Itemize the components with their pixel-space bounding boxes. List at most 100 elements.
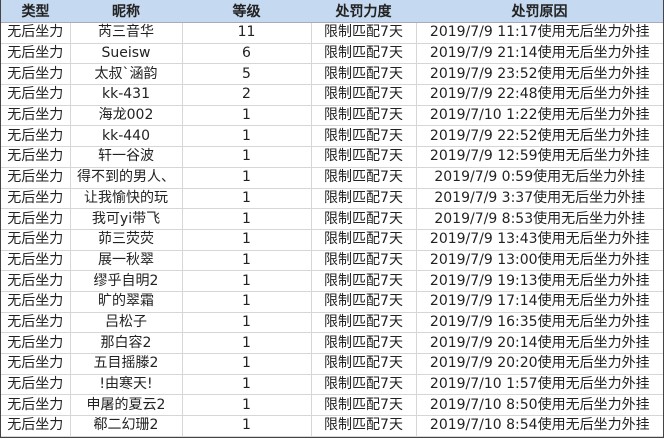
cell-reason: 2019/7/9 17:14使用无后坐力外挂: [415, 291, 663, 313]
cell-penalty: 限制匹配7天: [310, 270, 416, 292]
table-row: 无后坐力 Sueisw 6 限制匹配7天 2019/7/9 21:14使用无后坐力外挂: [1, 43, 663, 65]
cell-reason: 2019/7/9 23:52使用无后坐力外挂: [415, 63, 663, 86]
cell-nickname: 让我愉快的玩: [69, 188, 182, 210]
cell-nickname: kk-431: [69, 84, 182, 106]
cell-reason: 2019/7/9 22:52使用无后坐力外挂: [415, 125, 663, 148]
cell-nickname: 旷的翠霜: [69, 291, 182, 313]
cell-level: 1: [181, 332, 311, 354]
table-row: 无后坐力 展一秋翠 1 限制匹配7天 2019/7/9 13:00使用无后坐力外挂: [1, 250, 663, 272]
table-row: 无后坐力 太叔`涵韵 5 限制匹配7天 2019/7/9 23:52使用无后坐力外挂: [1, 63, 663, 86]
cell-penalty: 限制匹配7天: [310, 167, 416, 189]
cell-level: 6: [181, 43, 311, 65]
header-nickname: 昵称: [70, 0, 182, 23]
cell-type: 无后坐力: [1, 208, 70, 230]
cell-penalty: 限制匹配7天: [310, 312, 416, 334]
cell-level: 1: [181, 125, 311, 148]
cell-reason: 2019/7/9 13:43使用无后坐力外挂: [415, 229, 663, 251]
cell-level: 1: [181, 208, 311, 230]
cell-penalty: 限制匹配7天: [310, 250, 416, 272]
table-row: 无后坐力 让我愉快的玩 1 限制匹配7天 2019/7/9 3:37使用无后坐力外挂: [1, 188, 663, 210]
cell-reason: 2019/7/9 22:48使用无后坐力外挂: [415, 84, 663, 106]
cell-reason: 2019/7/9 20:14使用无后坐力外挂: [415, 332, 663, 354]
cell-penalty: 限制匹配7天: [310, 374, 416, 396]
cell-type: 无后坐力: [1, 125, 70, 148]
cell-nickname: 海龙002: [69, 105, 182, 127]
cell-penalty: 限制匹配7天: [310, 291, 416, 313]
cell-penalty: 限制匹配7天: [310, 84, 416, 106]
cell-type: 无后坐力: [1, 188, 70, 210]
cell-penalty: 限制匹配7天: [310, 63, 416, 86]
cell-penalty: 限制匹配7天: [310, 146, 416, 168]
cell-type: 无后坐力: [1, 415, 70, 437]
cell-level: 1: [181, 167, 311, 189]
cell-reason: 2019/7/9 20:20使用无后坐力外挂: [415, 353, 663, 375]
table-row: 无后坐力 旷的翠霜 1 限制匹配7天 2019/7/9 17:14使用无后坐力外挂: [1, 291, 663, 313]
table-row: 无后坐力 海龙002 1 限制匹配7天 2019/7/10 1:22使用无后坐力外挂: [1, 105, 663, 127]
cell-type: 无后坐力: [1, 84, 70, 106]
cell-reason: 2019/7/9 0:59使用无后坐力外挂: [415, 167, 663, 189]
cell-nickname: 茆三荧荧: [69, 229, 182, 251]
cell-type: 无后坐力: [1, 63, 70, 86]
cell-type: 无后坐力: [1, 394, 70, 417]
cell-penalty: 限制匹配7天: [310, 394, 416, 417]
cell-level: 1: [181, 105, 311, 127]
cell-nickname: 芮三音华: [69, 22, 182, 44]
table-row: 无后坐力 得不到的男人、 1 限制匹配7天 2019/7/9 0:59使用无后坐力外挂: [1, 167, 663, 189]
cell-reason: 2019/7/10 8:50使用无后坐力外挂: [415, 394, 663, 417]
cell-nickname: 那白容2: [69, 332, 182, 354]
cell-type: 无后坐力: [1, 374, 70, 396]
cell-type: 无后坐力: [1, 250, 70, 272]
header-penalty: 处罚力度: [311, 0, 416, 23]
cell-type: 无后坐力: [1, 43, 70, 65]
cell-nickname: 吕松子: [69, 312, 182, 334]
cell-level: 1: [181, 415, 311, 437]
cell-level: 11: [181, 22, 311, 44]
table-row: 无后坐力 !由寒天! 1 限制匹配7天 2019/7/10 1:57使用无后坐力外挂: [1, 374, 663, 396]
cell-type: 无后坐力: [1, 105, 70, 127]
cell-reason: 2019/7/10 1:57使用无后坐力外挂: [415, 374, 663, 396]
header-level: 等级: [182, 0, 311, 23]
cell-type: 无后坐力: [1, 167, 70, 189]
cell-penalty: 限制匹配7天: [310, 229, 416, 251]
table-row: 无后坐力 郗二幻珊2 1 限制匹配7天 2019/7/10 8:54使用无后坐力外挂: [1, 415, 663, 437]
cell-nickname: 五目摇滕2: [69, 353, 182, 375]
cell-type: 无后坐力: [1, 229, 70, 251]
cell-penalty: 限制匹配7天: [310, 415, 416, 437]
cell-level: 1: [181, 291, 311, 313]
cell-nickname: !由寒天!: [69, 374, 182, 396]
cell-reason: 2019/7/9 12:59使用无后坐力外挂: [415, 146, 663, 168]
cell-penalty: 限制匹配7天: [310, 208, 416, 230]
cell-reason: 2019/7/10 1:22使用无后坐力外挂: [415, 105, 663, 127]
header-type: 类型: [1, 0, 70, 23]
table-row: 无后坐力 轩一谷波 1 限制匹配7天 2019/7/9 12:59使用无后坐力外挂: [1, 146, 663, 168]
table-row: 无后坐力 茆三荧荧 1 限制匹配7天 2019/7/9 13:43使用无后坐力外挂: [1, 229, 663, 251]
table-row: 无后坐力 缪乎自明2 1 限制匹配7天 2019/7/9 19:13使用无后坐力外挂: [1, 270, 663, 292]
cell-nickname: Sueisw: [69, 43, 182, 65]
cell-level: 2: [181, 84, 311, 106]
cell-type: 无后坐力: [1, 312, 70, 334]
cell-penalty: 限制匹配7天: [310, 22, 416, 44]
cell-type: 无后坐力: [1, 353, 70, 375]
cell-reason: 2019/7/9 11:17使用无后坐力外挂: [415, 22, 663, 44]
cell-level: 1: [181, 146, 311, 168]
cell-type: 无后坐力: [1, 291, 70, 313]
cell-level: 1: [181, 229, 311, 251]
cell-level: 1: [181, 394, 311, 417]
cell-nickname: kk-440: [69, 125, 182, 148]
cell-nickname: 申屠的夏云2: [69, 394, 182, 417]
table-row: 无后坐力 申屠的夏云2 1 限制匹配7天 2019/7/10 8:50使用无后坐力外挂: [1, 394, 663, 417]
cell-nickname: 缪乎自明2: [69, 270, 182, 292]
cell-reason: 2019/7/9 13:00使用无后坐力外挂: [415, 250, 663, 272]
cell-reason: 2019/7/9 8:53使用无后坐力外挂: [415, 208, 663, 230]
cell-level: 1: [181, 312, 311, 334]
cell-type: 无后坐力: [1, 332, 70, 354]
cell-nickname: 展一秋翠: [69, 250, 182, 272]
header-reason: 处罚原因: [416, 0, 663, 23]
cell-reason: 2019/7/9 19:13使用无后坐力外挂: [415, 270, 663, 292]
cell-penalty: 限制匹配7天: [310, 332, 416, 354]
cell-reason: 2019/7/9 16:35使用无后坐力外挂: [415, 312, 663, 334]
table-row: 无后坐力 五目摇滕2 1 限制匹配7天 2019/7/9 20:20使用无后坐力外挂: [1, 353, 663, 375]
table-row: 无后坐力 我可yi带飞 1 限制匹配7天 2019/7/9 8:53使用无后坐力外挂: [1, 208, 663, 230]
cell-penalty: 限制匹配7天: [310, 43, 416, 65]
